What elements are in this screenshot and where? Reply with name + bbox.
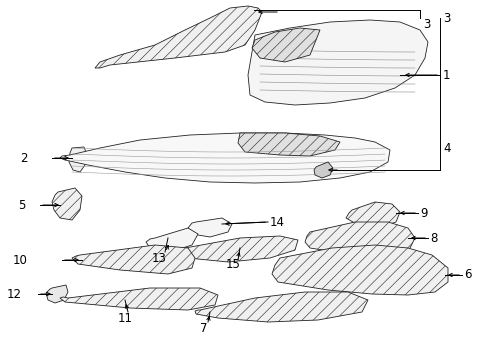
Text: 14: 14	[270, 216, 285, 229]
Polygon shape	[182, 236, 298, 262]
Text: 13: 13	[152, 252, 167, 265]
Polygon shape	[188, 218, 232, 237]
Polygon shape	[95, 6, 262, 68]
Text: 3: 3	[443, 12, 450, 24]
Text: 5: 5	[18, 198, 25, 212]
Polygon shape	[248, 20, 428, 105]
Polygon shape	[52, 188, 82, 220]
Text: 9: 9	[420, 207, 427, 220]
Polygon shape	[272, 245, 448, 295]
Text: 2: 2	[21, 152, 28, 165]
Polygon shape	[69, 147, 87, 172]
Text: 10: 10	[13, 253, 28, 266]
Text: 3: 3	[423, 18, 430, 31]
Text: 8: 8	[430, 231, 438, 244]
Polygon shape	[72, 245, 195, 274]
Polygon shape	[238, 133, 340, 156]
Polygon shape	[60, 133, 390, 183]
Text: 1: 1	[443, 68, 450, 81]
Polygon shape	[46, 285, 68, 303]
Text: 11: 11	[118, 311, 133, 324]
Polygon shape	[60, 288, 218, 310]
Text: 15: 15	[226, 257, 241, 270]
Text: 12: 12	[7, 288, 22, 301]
Polygon shape	[346, 202, 400, 228]
Polygon shape	[195, 292, 368, 322]
Text: 6: 6	[464, 269, 471, 282]
Text: 7: 7	[200, 321, 207, 334]
Text: 4: 4	[443, 141, 450, 154]
Polygon shape	[252, 28, 320, 62]
Polygon shape	[146, 228, 198, 252]
Polygon shape	[314, 162, 333, 178]
Polygon shape	[305, 222, 415, 258]
